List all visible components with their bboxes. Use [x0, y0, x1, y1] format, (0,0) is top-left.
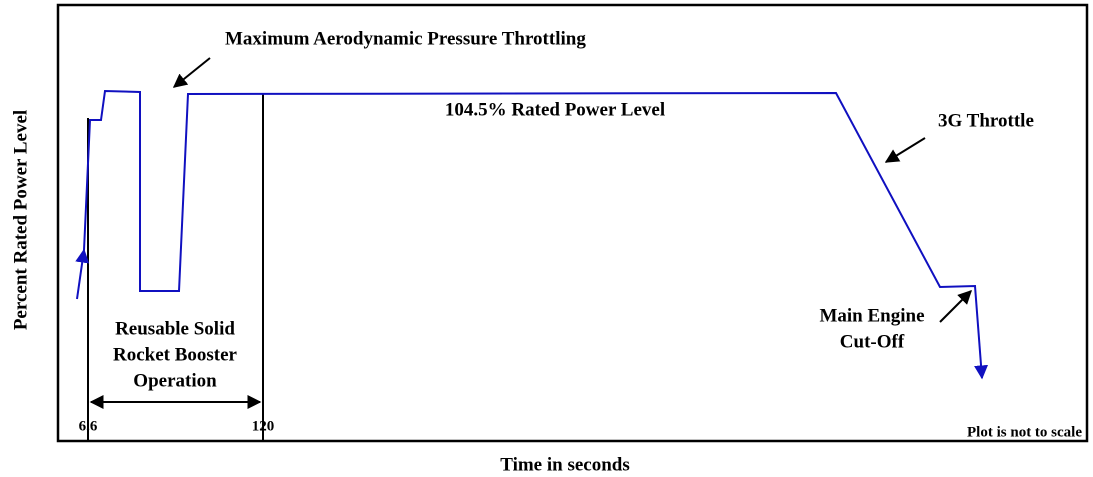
annotation: Main Engine [819, 305, 924, 326]
frame [56, 3, 1089, 443]
power-curve [83, 89, 989, 380]
x-axis-label: Time in seconds [500, 454, 630, 475]
annotation-arrow [172, 57, 211, 88]
note: Plot is not to scale [967, 424, 1082, 440]
title: Maximum Aerodynamic Pressure Throttling [225, 28, 586, 49]
x-tick-label: 6.6 [79, 418, 98, 434]
y-axis-label: Percent Rated Power Level [10, 110, 31, 330]
x-tick-label: 120 [252, 418, 275, 434]
annotation: 104.5% Rated Power Level [445, 99, 665, 120]
annotation: Cut-Off [840, 331, 905, 352]
annotation: Operation [133, 370, 217, 391]
annotation: Reusable Solid [115, 318, 235, 339]
annotation: 3G Throttle [938, 110, 1034, 131]
power-start-arrow [75, 248, 90, 300]
annotation-arrow [939, 290, 972, 323]
annotation-arrow [884, 137, 926, 163]
annotation: Rocket Booster [113, 344, 238, 365]
